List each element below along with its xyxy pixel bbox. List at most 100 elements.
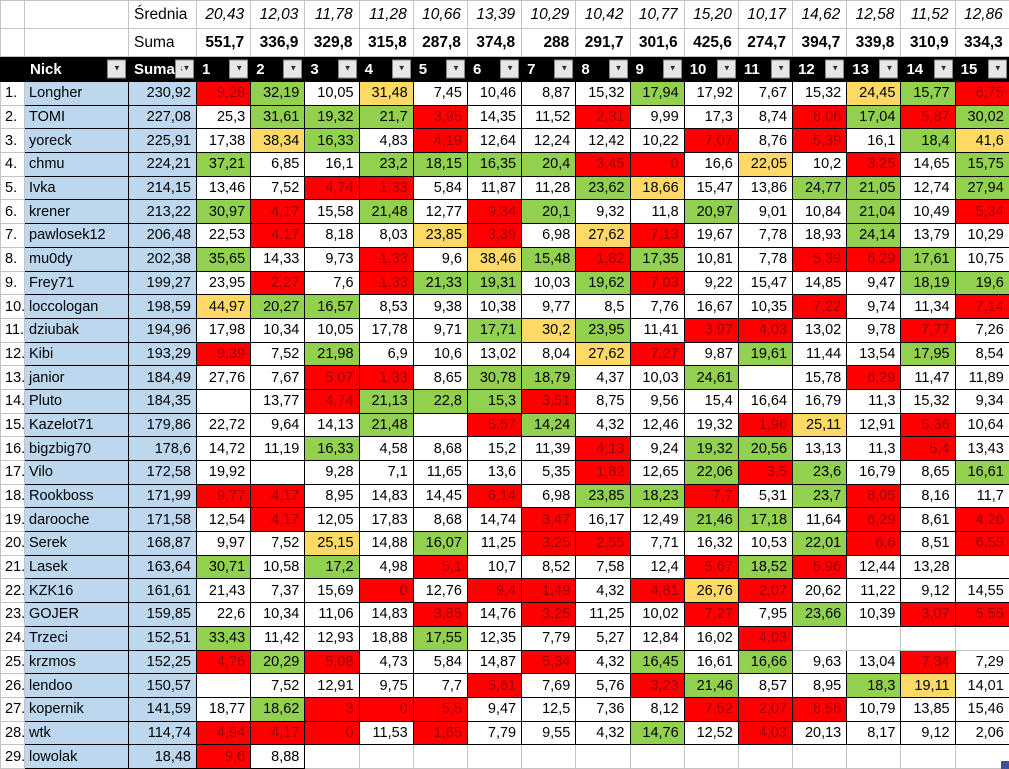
score-cell-col-3[interactable]: 21,98 — [304, 341, 360, 367]
score-cell-col-1[interactable]: 12,54 — [195, 507, 252, 533]
score-cell-col-10[interactable]: 12,52 — [683, 720, 739, 746]
score-cell-col-8[interactable]: 3,45 — [575, 152, 631, 177]
score-cell-col-14[interactable]: 19,11 — [900, 673, 956, 698]
score-cell-col-1[interactable]: 22,53 — [195, 223, 252, 248]
score-cell-col-10[interactable]: 19,67 — [683, 223, 739, 248]
suma-cell[interactable]: 194,96 — [128, 317, 197, 343]
score-cell-col-10[interactable]: 16,6 — [683, 152, 739, 177]
sum-value-col-1[interactable]: 551,7 — [195, 28, 252, 57]
suma-cell[interactable]: 171,58 — [128, 507, 197, 533]
score-cell-col-8[interactable]: 4,37 — [575, 365, 631, 390]
score-cell-col-4[interactable]: 21,7 — [358, 104, 414, 130]
score-cell-col-6[interactable]: 5,61 — [466, 673, 523, 698]
score-cell-col-4[interactable]: 4,58 — [358, 436, 414, 461]
filter-dropdown-icon-round-6[interactable]: ▼ — [500, 59, 520, 79]
score-cell-col-5[interactable]: 18,15 — [412, 152, 468, 177]
nick-cell[interactable]: yoreck — [24, 128, 129, 154]
score-cell-col-1[interactable]: 18,77 — [195, 696, 252, 722]
average-value-col-5[interactable]: 10,66 — [412, 0, 468, 29]
score-cell-col-4[interactable]: 14,83 — [358, 602, 414, 627]
score-cell-col-15[interactable] — [954, 744, 1009, 769]
score-cell-col-15[interactable]: 7,29 — [954, 649, 1009, 675]
filter-dropdown-icon-round-8[interactable]: ▼ — [608, 59, 628, 79]
score-cell-col-1[interactable]: 9,28 — [195, 81, 252, 106]
nick-cell[interactable]: chmu — [24, 152, 129, 177]
score-cell-col-14[interactable]: 14,65 — [900, 152, 956, 177]
score-cell-col-6[interactable]: 14,87 — [466, 649, 523, 675]
score-cell-col-3[interactable]: 9,28 — [304, 460, 360, 485]
nick-cell[interactable]: Rookboss — [24, 483, 129, 509]
score-cell-col-3[interactable]: 11,06 — [304, 602, 360, 627]
score-cell-col-7[interactable]: 8,87 — [521, 81, 577, 106]
score-cell-col-10[interactable]: 17,92 — [683, 81, 739, 106]
score-cell-col-2[interactable]: 10,34 — [250, 602, 306, 627]
sum-value-col-5[interactable]: 287,8 — [412, 28, 468, 57]
score-cell-col-15[interactable]: 5,55 — [954, 602, 1009, 627]
sum-value-col-9[interactable]: 301,6 — [629, 28, 685, 57]
score-cell-col-14[interactable]: 13,85 — [900, 696, 956, 722]
score-cell-col-12[interactable]: 23,6 — [792, 460, 848, 485]
score-cell-col-14[interactable]: 3,07 — [900, 602, 956, 627]
score-cell-col-10[interactable]: 7,27 — [683, 602, 739, 627]
sum-value-col-12[interactable]: 394,7 — [792, 28, 848, 57]
score-cell-col-13[interactable]: 11,3 — [846, 436, 902, 461]
score-cell-col-13[interactable]: 8,17 — [846, 720, 902, 746]
column-header-round-10[interactable]: 10 ▼ — [683, 56, 739, 82]
filter-dropdown-icon-round-4[interactable]: ▼ — [391, 59, 411, 79]
score-cell-col-7[interactable]: 11,28 — [521, 175, 577, 201]
score-cell-col-11[interactable]: 1,96 — [737, 412, 794, 438]
score-cell-col-8[interactable]: 27,62 — [575, 341, 631, 367]
score-cell-col-14[interactable]: 7,77 — [900, 317, 956, 343]
suma-cell[interactable]: 224,21 — [128, 152, 197, 177]
score-cell-col-2[interactable]: 4,17 — [250, 199, 306, 225]
score-cell-col-5[interactable]: 1,65 — [412, 720, 468, 746]
nick-cell[interactable]: Kibi — [24, 341, 129, 367]
score-cell-col-8[interactable] — [575, 744, 631, 769]
score-cell-col-10[interactable]: 7,52 — [683, 696, 739, 722]
score-cell-col-7[interactable]: 12,24 — [521, 128, 577, 154]
score-cell-col-6[interactable]: 38,46 — [466, 246, 523, 272]
score-cell-col-15[interactable] — [954, 554, 1009, 580]
score-cell-col-4[interactable]: 4,98 — [358, 554, 414, 580]
score-cell-col-3[interactable]: 14,13 — [304, 412, 360, 438]
column-header-round-4[interactable]: 4 ▼ — [358, 56, 414, 82]
average-value-col-12[interactable]: 14,62 — [792, 0, 848, 29]
score-cell-col-12[interactable]: 10,84 — [792, 199, 848, 225]
sum-value-col-6[interactable]: 374,8 — [466, 28, 523, 57]
score-cell-col-9[interactable]: 18,66 — [629, 175, 685, 201]
score-cell-col-11[interactable]: 7,78 — [737, 246, 794, 272]
score-cell-col-11[interactable]: 2,07 — [737, 696, 794, 722]
score-cell-col-14[interactable]: 9,12 — [900, 578, 956, 604]
suma-cell[interactable]: 168,87 — [128, 531, 197, 556]
score-cell-col-9[interactable]: 11,41 — [629, 317, 685, 343]
score-cell-col-5[interactable]: 12,76 — [412, 578, 468, 604]
score-cell-col-7[interactable]: 11,39 — [521, 436, 577, 461]
score-cell-col-10[interactable]: 20,97 — [683, 199, 739, 225]
score-cell-col-9[interactable]: 14,76 — [629, 720, 685, 746]
score-cell-col-4[interactable]: 18,88 — [358, 625, 414, 651]
score-cell-col-7[interactable]: 12,5 — [521, 696, 577, 722]
score-cell-col-8[interactable]: 5,27 — [575, 625, 631, 651]
score-cell-col-14[interactable]: 11,34 — [900, 294, 956, 319]
score-cell-col-6[interactable]: 9,4 — [466, 578, 523, 604]
score-cell-col-10[interactable]: 7,7 — [683, 483, 739, 509]
column-header-round-13[interactable]: 13 ▼ — [846, 56, 902, 82]
score-cell-col-9[interactable]: 17,35 — [629, 246, 685, 272]
column-header-round-11[interactable]: 11 ▼ — [737, 56, 794, 82]
score-cell-col-5[interactable]: 7,7 — [412, 673, 468, 698]
score-cell-col-13[interactable]: 18,3 — [846, 673, 902, 698]
score-cell-col-13[interactable]: 21,05 — [846, 175, 902, 201]
score-cell-col-6[interactable]: 19,31 — [466, 270, 523, 296]
filter-dropdown-icon-round-14[interactable]: ▼ — [933, 59, 953, 79]
score-cell-col-13[interactable]: 6,29 — [846, 507, 902, 533]
score-cell-col-10[interactable]: 10,81 — [683, 246, 739, 272]
score-cell-col-14[interactable]: 13,79 — [900, 223, 956, 248]
suma-cell[interactable]: 161,61 — [128, 578, 197, 604]
score-cell-col-8[interactable]: 23,85 — [575, 483, 631, 509]
score-cell-col-9[interactable]: 3,23 — [629, 673, 685, 698]
suma-cell[interactable]: 202,38 — [128, 246, 197, 272]
score-cell-col-15[interactable]: 4,26 — [954, 507, 1009, 533]
score-cell-col-15[interactable]: 6,75 — [954, 81, 1009, 106]
suma-cell[interactable]: 18,48 — [128, 744, 197, 769]
score-cell-col-5[interactable]: 8,68 — [412, 436, 468, 461]
